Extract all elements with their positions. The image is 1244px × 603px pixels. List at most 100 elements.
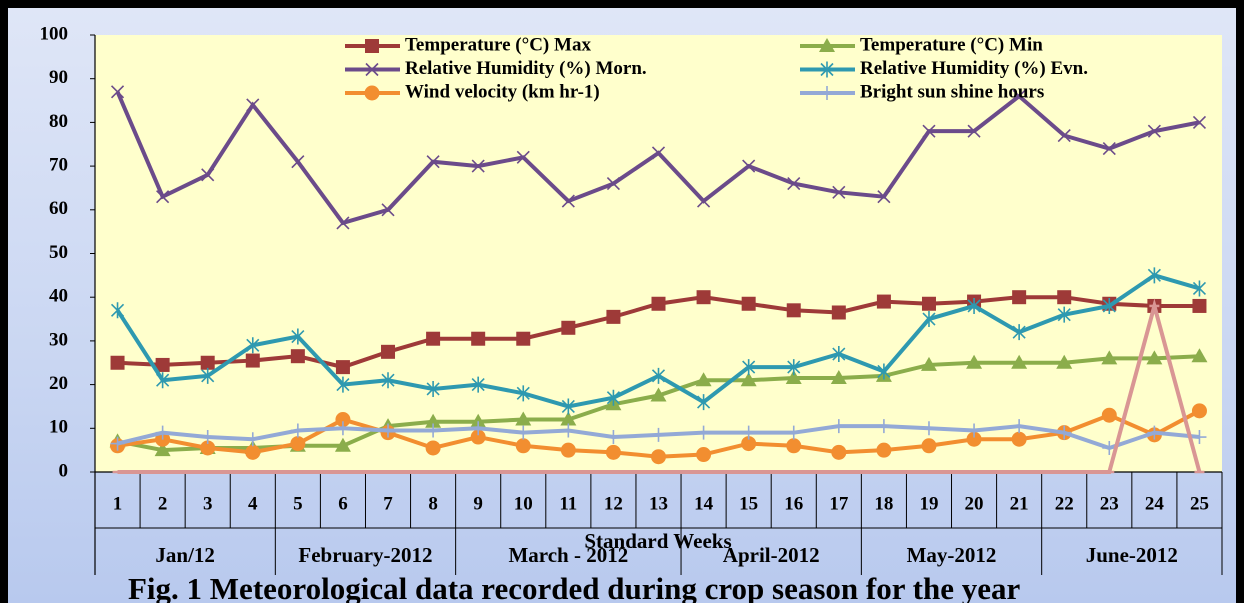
marker (1056, 354, 1073, 369)
marker (697, 394, 711, 411)
marker (471, 376, 485, 393)
marker (515, 438, 531, 454)
marker (921, 438, 937, 454)
legend-label: Wind velocity (km hr-1) (405, 81, 600, 102)
marker (785, 370, 802, 385)
marker (830, 370, 847, 385)
marker (516, 425, 531, 440)
y-tick-label: 20 (49, 373, 68, 394)
marker (966, 431, 982, 447)
group-label: June-2012 (1086, 543, 1178, 567)
marker (831, 444, 847, 460)
marker (246, 98, 260, 112)
marker (110, 355, 125, 370)
marker (290, 349, 305, 364)
marker (877, 363, 891, 380)
marker (1012, 89, 1026, 103)
marker (200, 355, 215, 370)
marker (876, 442, 892, 458)
marker (1011, 431, 1027, 447)
marker (425, 440, 441, 456)
marker (651, 146, 666, 160)
group-label: February-2012 (298, 543, 432, 567)
group-label: May-2012 (907, 543, 997, 567)
marker (1192, 115, 1207, 129)
marker (819, 38, 835, 52)
marker (471, 331, 486, 346)
marker (877, 190, 891, 204)
marker (471, 421, 486, 436)
marker (832, 346, 846, 363)
y-tick-label: 50 (49, 242, 68, 263)
marker (200, 440, 216, 456)
y-tick-label: 60 (49, 198, 68, 219)
x-tick-label: 3 (203, 493, 213, 514)
marker (696, 290, 711, 305)
marker (470, 413, 487, 428)
x-tick-label: 1 (113, 493, 123, 514)
marker (516, 385, 530, 402)
marker (1102, 297, 1116, 314)
marker (1191, 348, 1208, 363)
y-tick-label: 90 (49, 67, 68, 88)
marker (1057, 128, 1071, 143)
marker (1192, 298, 1207, 313)
x-tick-label: 11 (559, 493, 577, 514)
marker (155, 357, 170, 372)
marker (381, 344, 396, 359)
group-label: Jan/12 (155, 543, 215, 567)
marker (1147, 425, 1162, 440)
marker (606, 389, 620, 406)
marker (156, 190, 170, 204)
marker (426, 331, 441, 346)
marker (561, 320, 576, 335)
marker (966, 354, 983, 369)
marker (561, 194, 575, 208)
y-tick-label: 40 (49, 286, 68, 307)
x-tick-label: 25 (1190, 493, 1209, 514)
x-tick-label: 4 (248, 493, 258, 514)
y-tick-label: 0 (59, 460, 69, 481)
marker (831, 419, 846, 434)
marker (741, 425, 756, 440)
marker (290, 423, 305, 438)
x-tick-label: 10 (514, 493, 533, 514)
x-tick-label: 18 (874, 493, 893, 514)
marker (156, 372, 170, 389)
marker (741, 296, 756, 311)
x-tick-label: 23 (1100, 493, 1119, 514)
marker (516, 331, 531, 346)
marker (290, 436, 306, 452)
marker (1012, 290, 1027, 305)
marker (560, 411, 577, 426)
marker (381, 203, 395, 217)
marker (470, 429, 486, 445)
marker (1147, 267, 1161, 284)
marker (1057, 425, 1072, 440)
marker (695, 372, 712, 387)
marker (291, 328, 305, 345)
y-tick-label: 10 (49, 417, 68, 438)
marker (741, 436, 757, 452)
marker (365, 62, 379, 77)
marker (787, 177, 801, 191)
x-tick-label: 5 (293, 493, 303, 514)
marker (425, 413, 442, 428)
y-tick-label: 80 (49, 111, 68, 132)
marker (651, 449, 666, 465)
marker (651, 296, 666, 311)
marker (922, 124, 936, 138)
x-tick-label: 19 (919, 493, 938, 514)
x-tick-label: 9 (473, 493, 483, 514)
x-tick-label: 6 (338, 493, 348, 514)
x-tick-label: 2 (158, 493, 168, 514)
marker (696, 447, 712, 463)
marker (740, 372, 757, 387)
marker (1011, 354, 1028, 369)
group-label: March - 2012 (508, 543, 628, 567)
marker (471, 159, 485, 173)
marker (245, 444, 261, 460)
x-tick-label: 8 (428, 493, 438, 514)
marker (381, 372, 395, 389)
marker (742, 159, 756, 173)
